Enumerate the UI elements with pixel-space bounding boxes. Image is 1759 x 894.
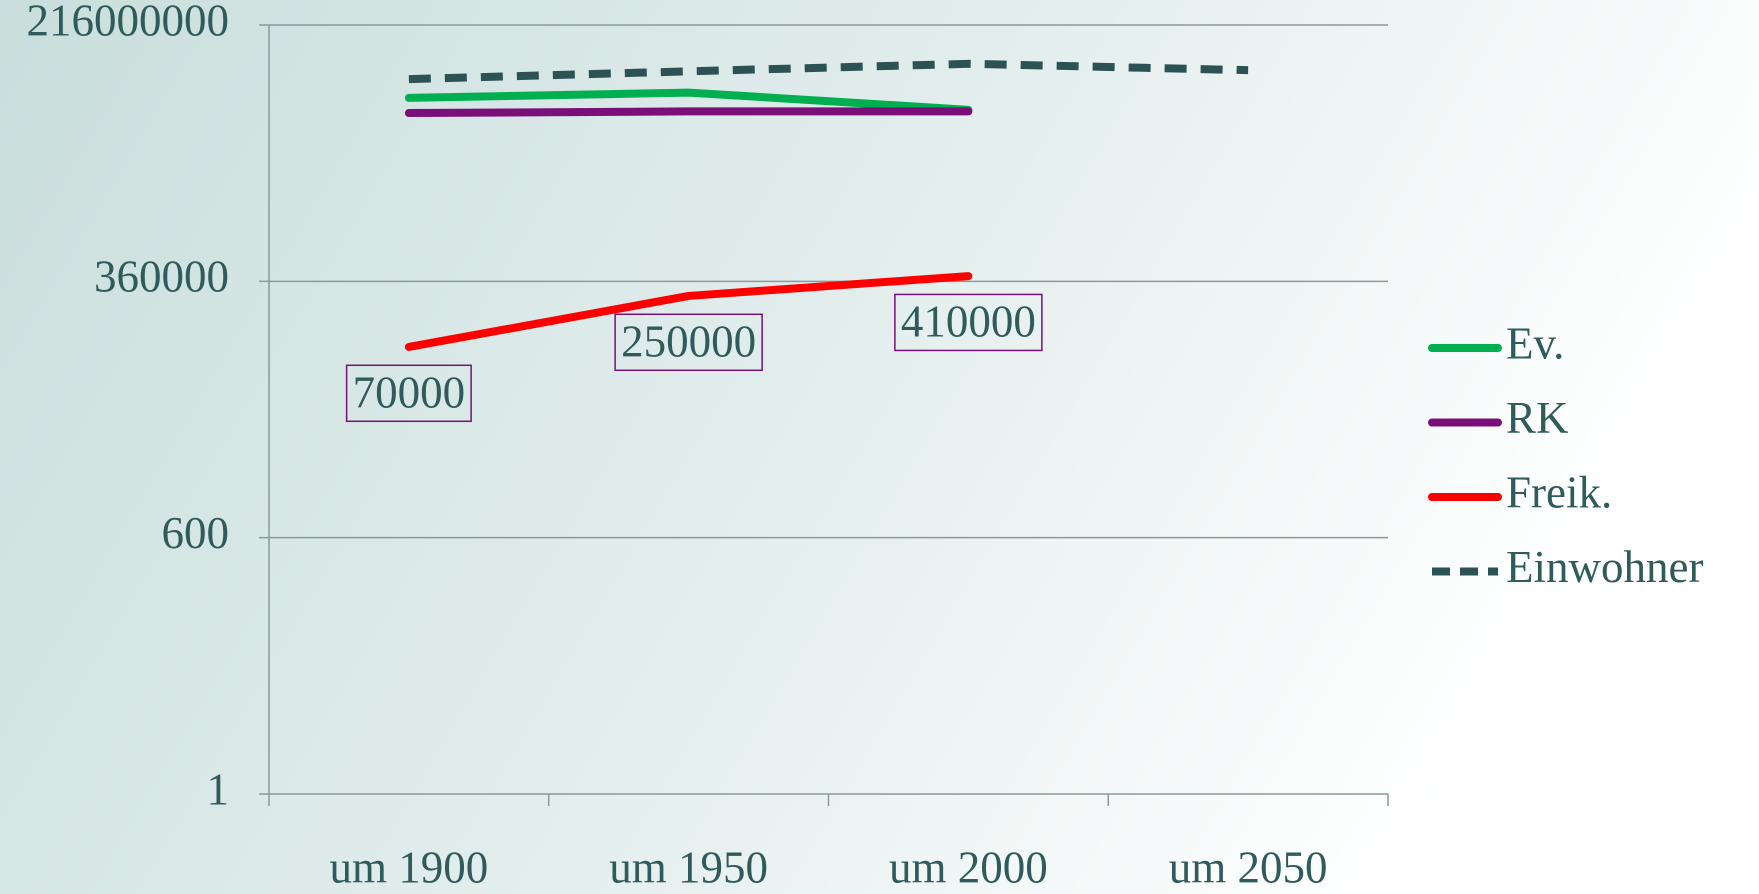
y-tick-label: 1 [207, 764, 230, 814]
legend-label: RK [1506, 393, 1569, 443]
data-label-box [894, 293, 1043, 352]
series-line [408, 59, 1249, 84]
y-tick-label: 360000 [94, 252, 229, 302]
legend-label: Freik. [1506, 467, 1612, 517]
series-line [404, 272, 973, 351]
x-tick-label: um 2050 [1169, 842, 1328, 892]
data-label: 410000 [901, 296, 1036, 346]
data-label: 250000 [621, 316, 756, 366]
data-label: 70000 [353, 367, 466, 417]
data-label-box [345, 364, 472, 423]
y-tick-label: 600 [162, 508, 230, 558]
x-tick-label: um 2000 [889, 842, 1048, 892]
legend-label: Ev. [1506, 318, 1564, 368]
x-tick-label: um 1950 [609, 842, 768, 892]
data-label-box [614, 313, 763, 372]
x-tick-label: um 1900 [329, 842, 488, 892]
series-line [404, 88, 973, 114]
y-tick-label: 216000000 [27, 0, 230, 45]
series-line [404, 107, 973, 118]
legend-label: Einwohner [1506, 542, 1703, 592]
